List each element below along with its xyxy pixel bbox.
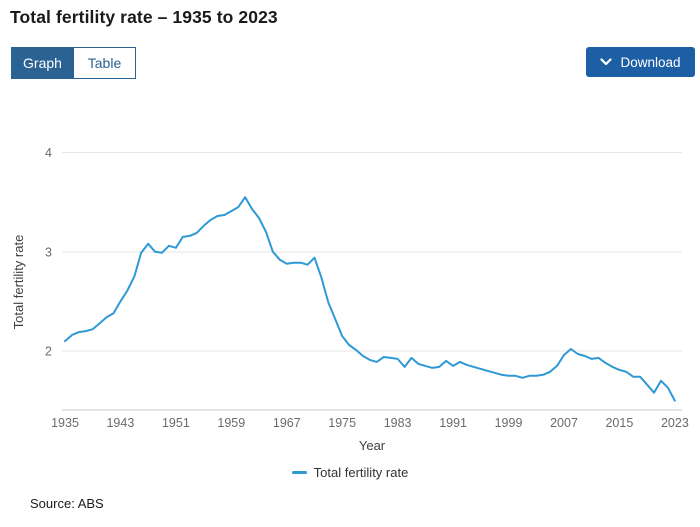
legend-label: Total fertility rate (313, 465, 409, 480)
source-note: Source: ABS (30, 496, 104, 511)
y-axis-title: Total fertility rate (11, 235, 26, 330)
legend: Total fertility rate (0, 465, 700, 480)
series-line (64, 196, 676, 402)
y-tick-label: 2 (45, 345, 52, 359)
download-button[interactable]: Download (586, 47, 695, 77)
page-title: Total fertility rate – 1935 to 2023 (10, 7, 278, 27)
view-toggle: Graph Table (11, 47, 136, 79)
chevron-down-icon (600, 58, 613, 66)
tab-graph[interactable]: Graph (12, 48, 73, 78)
x-tick-label: 1991 (439, 416, 467, 430)
x-tick-label: 1943 (106, 416, 134, 430)
tab-table[interactable]: Table (73, 48, 135, 78)
x-tick-label: 1999 (495, 416, 523, 430)
x-axis-title: Year (359, 438, 386, 453)
y-tick-label: 4 (45, 146, 52, 160)
x-tick-label: 1951 (162, 416, 190, 430)
x-tick-label: 1983 (384, 416, 412, 430)
x-tick-label: 2007 (550, 416, 578, 430)
x-tick-label: 1959 (217, 416, 245, 430)
legend-line-marker (291, 471, 307, 474)
x-tick-label: 1975 (328, 416, 356, 430)
x-tick-label: 2015 (605, 416, 633, 430)
fertility-line-chart: 4 3 2 1935 1943 1951 1959 1967 1975 1983… (11, 146, 689, 453)
y-tick-label: 3 (45, 246, 52, 260)
x-tick-label: 1935 (51, 416, 79, 430)
x-tick-label: 2023 (661, 416, 689, 430)
download-label: Download (620, 54, 681, 70)
x-tick-label: 1967 (273, 416, 301, 430)
